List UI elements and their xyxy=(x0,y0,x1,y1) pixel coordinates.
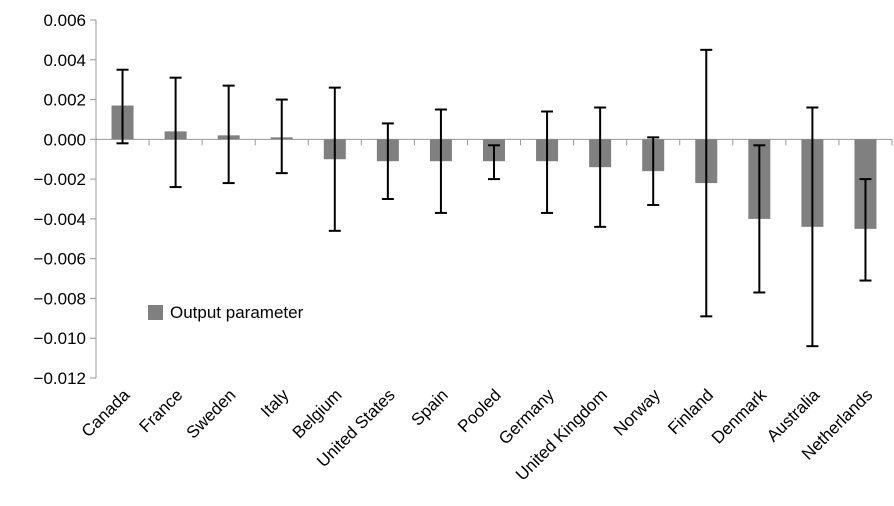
x-tick-label: United Kingdom xyxy=(512,385,611,484)
y-tick-label: −0.010 xyxy=(34,329,86,348)
x-tick-label: Pooled xyxy=(454,385,505,436)
x-tick-label: France xyxy=(136,385,187,436)
y-tick-label: −0.006 xyxy=(34,250,86,269)
y-tick-label: 0.004 xyxy=(43,51,86,70)
x-tick-label: Sweden xyxy=(183,385,240,442)
x-tick-label: Norway xyxy=(610,385,665,440)
y-tick-label: −0.004 xyxy=(34,210,86,229)
x-tick-label: Spain xyxy=(408,385,452,429)
legend-swatch xyxy=(148,305,163,320)
y-tick-label: −0.012 xyxy=(34,369,86,388)
x-tick-label: Canada xyxy=(78,385,134,441)
y-tick-label: 0.006 xyxy=(43,11,86,30)
y-tick-label: 0.002 xyxy=(43,91,86,110)
x-tick-label: Denmark xyxy=(708,385,771,448)
x-tick-label: Italy xyxy=(257,385,293,421)
x-tick-label: Finland xyxy=(664,385,717,438)
y-tick-label: −0.002 xyxy=(34,170,86,189)
legend-label: Output parameter xyxy=(170,303,304,322)
y-tick-label: −0.008 xyxy=(34,289,86,308)
y-tick-label: 0.000 xyxy=(43,130,86,149)
